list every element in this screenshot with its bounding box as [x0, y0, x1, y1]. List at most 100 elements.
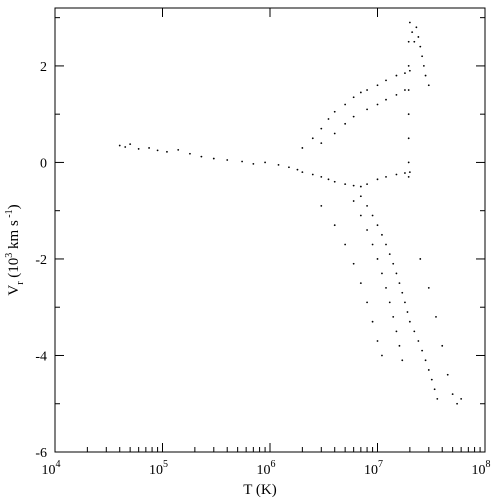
data-point [320, 205, 322, 207]
data-point [213, 158, 215, 160]
x-tick-label: 104 [42, 459, 61, 478]
data-point [441, 345, 443, 347]
data-point [344, 244, 346, 246]
data-point [264, 162, 266, 164]
data-point [396, 330, 398, 332]
data-point [200, 156, 202, 158]
data-point [226, 159, 228, 161]
data-point [428, 287, 430, 289]
y-axis-title: Vr (103 km s -1) [4, 204, 26, 295]
data-point [372, 215, 374, 217]
data-point [334, 224, 336, 226]
data-point [353, 263, 355, 265]
y-tick-label: 2 [40, 60, 47, 75]
data-point [157, 149, 159, 151]
data-point [408, 41, 410, 43]
data-point [460, 398, 462, 400]
data-point [408, 65, 410, 67]
data-point [396, 75, 398, 77]
x-tick-label: 108 [472, 459, 491, 478]
marks-layer [119, 22, 462, 405]
data-point [399, 282, 401, 284]
data-point [366, 301, 368, 303]
data-point [404, 89, 406, 91]
data-point [312, 137, 314, 139]
data-point [377, 258, 379, 260]
data-point [392, 316, 394, 318]
data-point [288, 166, 290, 168]
data-point [366, 89, 368, 91]
x-tick-label: 107 [364, 459, 383, 478]
data-point [119, 145, 121, 147]
data-point [408, 176, 410, 178]
data-point [404, 172, 406, 174]
x-axis-title: T (K) [243, 482, 276, 498]
data-point [385, 244, 387, 246]
data-point [425, 359, 427, 361]
data-point [138, 148, 140, 150]
data-point [301, 171, 303, 173]
data-point [360, 215, 362, 217]
data-point [419, 46, 421, 48]
data-point [431, 379, 433, 381]
data-point [366, 229, 368, 231]
data-point [385, 287, 387, 289]
data-point [417, 36, 419, 38]
data-point [334, 133, 336, 135]
data-point [409, 171, 411, 173]
data-point [360, 195, 362, 197]
data-point [435, 316, 437, 318]
data-point [409, 70, 411, 72]
axes-layer [55, 8, 485, 452]
data-point [189, 153, 191, 155]
data-point [381, 355, 383, 357]
data-point [396, 273, 398, 275]
data-point [413, 330, 415, 332]
data-point [404, 72, 406, 74]
data-point [252, 163, 254, 165]
data-point [372, 321, 374, 323]
y-tick-label: -6 [35, 446, 47, 461]
data-point [148, 147, 150, 149]
data-point [409, 22, 411, 24]
data-point [372, 244, 374, 246]
data-point [360, 92, 362, 94]
data-point [377, 84, 379, 86]
data-point [385, 176, 387, 178]
data-point [404, 301, 406, 303]
data-point [407, 311, 409, 313]
data-point [334, 111, 336, 113]
data-point [312, 174, 314, 176]
data-point [409, 321, 411, 323]
data-point [381, 234, 383, 236]
data-point [428, 369, 430, 371]
data-point [334, 181, 336, 183]
data-point [129, 143, 131, 145]
data-point [381, 273, 383, 275]
data-point [389, 301, 391, 303]
data-point [408, 89, 410, 91]
data-point [353, 185, 355, 187]
plot-frame [55, 8, 485, 452]
data-point [385, 79, 387, 81]
labels-layer: 104 105 106 107 108 -6 -4 -2 0 2 T (K) Vr (103 km s… [4, 60, 491, 498]
data-point [408, 113, 410, 115]
data-point [377, 224, 379, 226]
y-tick-label: -4 [35, 349, 47, 364]
data-point [423, 65, 425, 67]
data-point [401, 292, 403, 294]
data-point [408, 162, 410, 164]
data-point [408, 137, 410, 139]
data-point [425, 75, 427, 77]
data-point [417, 340, 419, 342]
data-point [447, 374, 449, 376]
data-point [344, 123, 346, 125]
data-point [396, 174, 398, 176]
data-point [344, 183, 346, 185]
data-point [360, 186, 362, 188]
data-point [366, 205, 368, 207]
data-point [396, 94, 398, 96]
data-point [353, 96, 355, 98]
data-point [377, 104, 379, 106]
